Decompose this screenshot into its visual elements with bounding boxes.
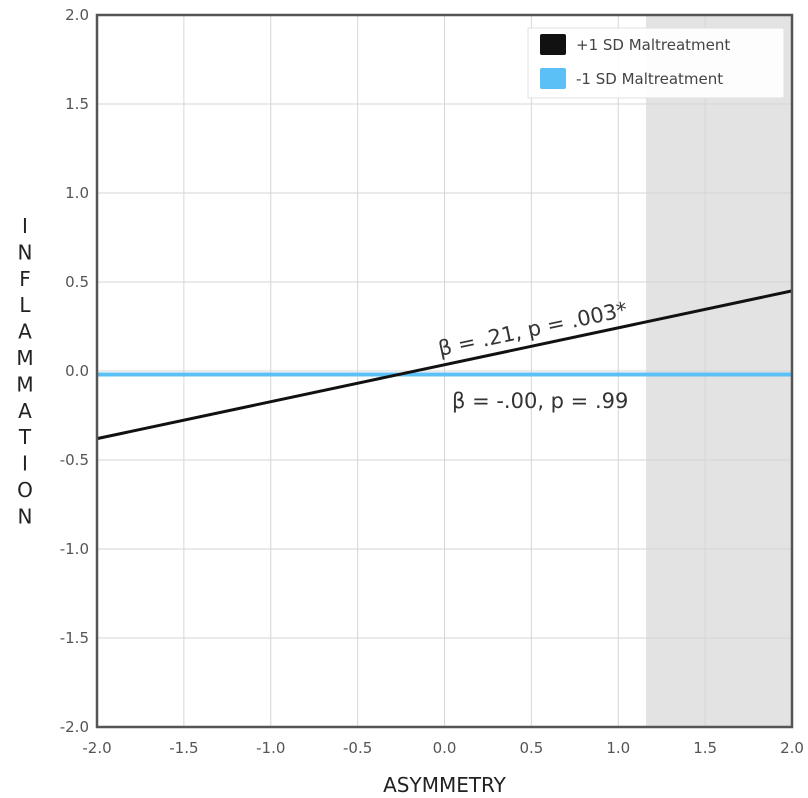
y-axis-title-letter: M [16, 372, 33, 396]
y-tick-label: 1.0 [65, 184, 89, 202]
annotation-series-1: β = .21, p = .003* [436, 297, 629, 361]
y-axis-title-letter: I [22, 214, 28, 238]
x-tick-label: 2.0 [780, 739, 804, 757]
legend-swatch [540, 68, 566, 89]
x-tick-label: 1.0 [606, 739, 630, 757]
y-tick-label: -2.0 [60, 718, 89, 736]
x-tick-label: 0.0 [433, 739, 457, 757]
tick-label-layer: -2.0 -1.5 -1.0 -0.5 0.0 0.5 1.0 1.5 2.0 2.0 1.5 1.0… [60, 6, 804, 757]
legend-box [527, 27, 785, 99]
y-axis-title-letter: A [18, 399, 32, 423]
x-tick-label: -2.0 [82, 739, 111, 757]
y-tick-label: 0.0 [65, 362, 89, 380]
plot-frame [95, 13, 794, 729]
y-tick-label: 2.0 [65, 6, 89, 24]
y-axis-title-letter: N [18, 504, 33, 528]
legend: +1 SD Maltreatment -1 SD Maltreatment [527, 27, 785, 99]
annotation-series-2: β = -.00, p = .99 [452, 389, 628, 413]
y-tick-label: -0.5 [60, 451, 89, 469]
y-axis-title-letter: L [19, 293, 31, 317]
x-tick-label: -0.5 [343, 739, 372, 757]
legend-label: -1 SD Maltreatment [576, 70, 723, 88]
x-tick-label: -1.0 [256, 739, 285, 757]
x-tick-label: 1.5 [693, 739, 717, 757]
legend-swatch [540, 34, 566, 55]
x-axis-title: ASYMMETRY [383, 773, 507, 797]
y-axis-title-letter: A [18, 320, 32, 344]
legend-label: +1 SD Maltreatment [576, 36, 730, 54]
y-axis-title-letter: M [16, 346, 33, 370]
annotation-layer: β = .21, p = .003* β = -.00, p = .99 [436, 297, 629, 413]
y-tick-label: 0.5 [65, 273, 89, 291]
series-line-0 [96, 289, 793, 441]
y-axis-title-letter: T [18, 425, 32, 449]
series-layer [96, 289, 793, 441]
y-tick-label: -1.0 [60, 540, 89, 558]
y-axis-title-letter: F [19, 267, 31, 291]
y-tick-label: 1.5 [65, 95, 89, 113]
y-axis-title-letter: O [17, 478, 33, 502]
y-axis-title-letter: I [22, 452, 28, 476]
y-tick-label: -1.5 [60, 629, 89, 647]
x-tick-label: -1.5 [169, 739, 198, 757]
x-tick-label: 0.5 [519, 739, 543, 757]
y-axis-title-letter: N [18, 240, 33, 264]
